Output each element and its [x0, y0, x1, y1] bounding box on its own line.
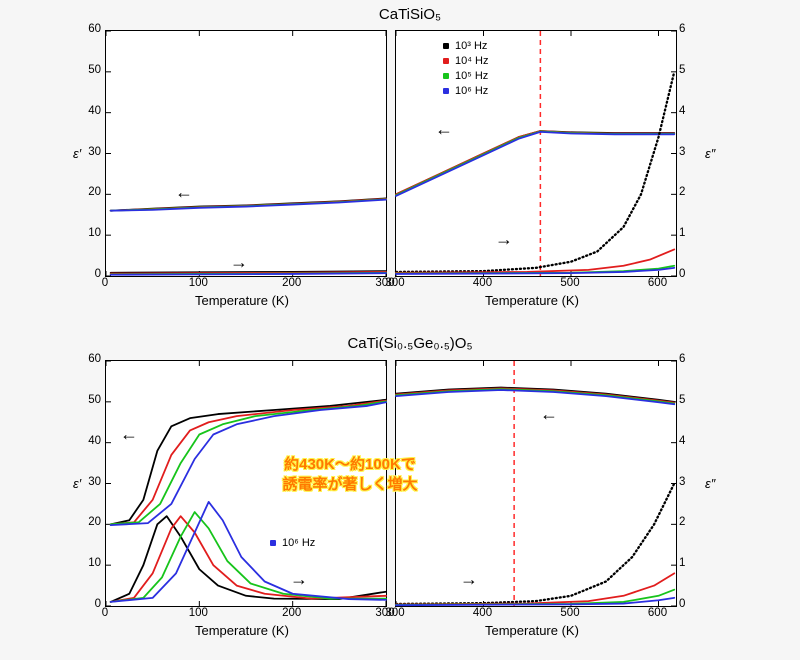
tick-label: 3 [679, 476, 685, 488]
tick-label: 600 [638, 277, 678, 289]
tick-label: 0 [73, 268, 101, 280]
legend-label-1e4: 10⁴ Hz [455, 55, 488, 67]
tick-label: 50 [73, 64, 101, 76]
legend-row-1e6-c: 10⁶ Hz [270, 535, 315, 550]
arrow-right-B [495, 230, 513, 248]
tick-label: 2 [679, 516, 685, 528]
legend-label-1e3: 10³ Hz [455, 40, 487, 52]
xlabel-C: Temperature (K) [195, 623, 289, 638]
tick-label: 200 [272, 277, 312, 289]
legend-label-1e6: 10⁶ Hz [455, 85, 488, 97]
arrow-left-D [540, 405, 558, 423]
tick-label: 5 [679, 394, 685, 406]
tick-label: 10 [73, 227, 101, 239]
ylabel-right-top: ε″ [705, 146, 715, 161]
tick-label: 30 [73, 476, 101, 488]
tick-label: 30 [73, 146, 101, 158]
arrow-right-A-low [230, 253, 248, 271]
tick-label: 300 [375, 607, 415, 619]
arrow-left-C-up [120, 425, 138, 443]
tick-label: 60 [73, 353, 101, 365]
ylabel-right-bot: ε″ [705, 476, 715, 491]
tick-label: 1 [679, 557, 685, 569]
arrow-right-D [460, 570, 478, 588]
title-top: CaTiSiO₅ [330, 6, 490, 23]
swatch-1e4 [443, 58, 449, 64]
arrow-right-C-low [290, 570, 308, 588]
legend-label-1e5: 10⁵ Hz [455, 70, 488, 82]
tick-label: 0 [679, 598, 685, 610]
arrow-left-A-up [175, 183, 193, 201]
tick-label: 40 [73, 105, 101, 117]
figure: CaTiSiO₅ CaTi(Si₀.₅Ge₀.₅)O₅ 約430K〜約100Kで… [0, 0, 800, 660]
tick-label: 0 [679, 268, 685, 280]
tick-label: 20 [73, 186, 101, 198]
tick-label: 0 [73, 598, 101, 610]
legend-row-1e3: 10³ Hz [443, 38, 488, 53]
tick-label: 200 [272, 607, 312, 619]
legend-row-1e6: 10⁶ Hz [443, 83, 488, 98]
tick-label: 500 [550, 607, 590, 619]
swatch-1e6 [443, 88, 449, 94]
tick-label: 6 [679, 353, 685, 365]
tick-label: 6 [679, 23, 685, 35]
tick-label: 3 [679, 146, 685, 158]
swatch-1e5 [443, 73, 449, 79]
swatch-1e6-c [270, 540, 276, 546]
tick-label: 50 [73, 394, 101, 406]
title-bottom: CaTi(Si₀.₅Ge₀.₅)O₅ [300, 335, 520, 352]
tick-label: 1 [679, 227, 685, 239]
plot-area-A [105, 30, 387, 277]
legend-panelC: 10⁶ Hz [270, 535, 315, 550]
tick-label: 4 [679, 435, 685, 447]
legend-row-1e4: 10⁴ Hz [443, 53, 488, 68]
tick-label: 400 [463, 277, 503, 289]
tick-label: 100 [178, 607, 218, 619]
legend-row-1e5: 10⁵ Hz [443, 68, 488, 83]
tick-label: 10 [73, 557, 101, 569]
curves-B [396, 31, 676, 276]
legend-main: 10³ Hz 10⁴ Hz 10⁵ Hz 10⁶ Hz [443, 38, 488, 98]
tick-label: 400 [463, 607, 503, 619]
callout-line2: 誘電率が著しく増大 [282, 476, 417, 493]
tick-label: 60 [73, 23, 101, 35]
tick-label: 2 [679, 186, 685, 198]
swatch-1e3 [443, 43, 449, 49]
tick-label: 500 [550, 277, 590, 289]
tick-label: 40 [73, 435, 101, 447]
tick-label: 4 [679, 105, 685, 117]
xlabel-D: Temperature (K) [485, 623, 579, 638]
arrow-left-B [435, 120, 453, 138]
tick-label: 300 [375, 277, 415, 289]
callout-text: 約430K〜約100Kで 誘電率が著しく増大 [250, 455, 450, 494]
tick-label: 5 [679, 64, 685, 76]
callout-line1: 約430K〜約100Kで [284, 456, 416, 473]
tick-label: 100 [178, 277, 218, 289]
tick-label: 600 [638, 607, 678, 619]
plot-area-B [395, 30, 677, 277]
tick-label: 20 [73, 516, 101, 528]
curves-A [106, 31, 386, 276]
xlabel-B: Temperature (K) [485, 293, 579, 308]
legend-label-1e6-c: 10⁶ Hz [282, 537, 315, 549]
xlabel-A: Temperature (K) [195, 293, 289, 308]
